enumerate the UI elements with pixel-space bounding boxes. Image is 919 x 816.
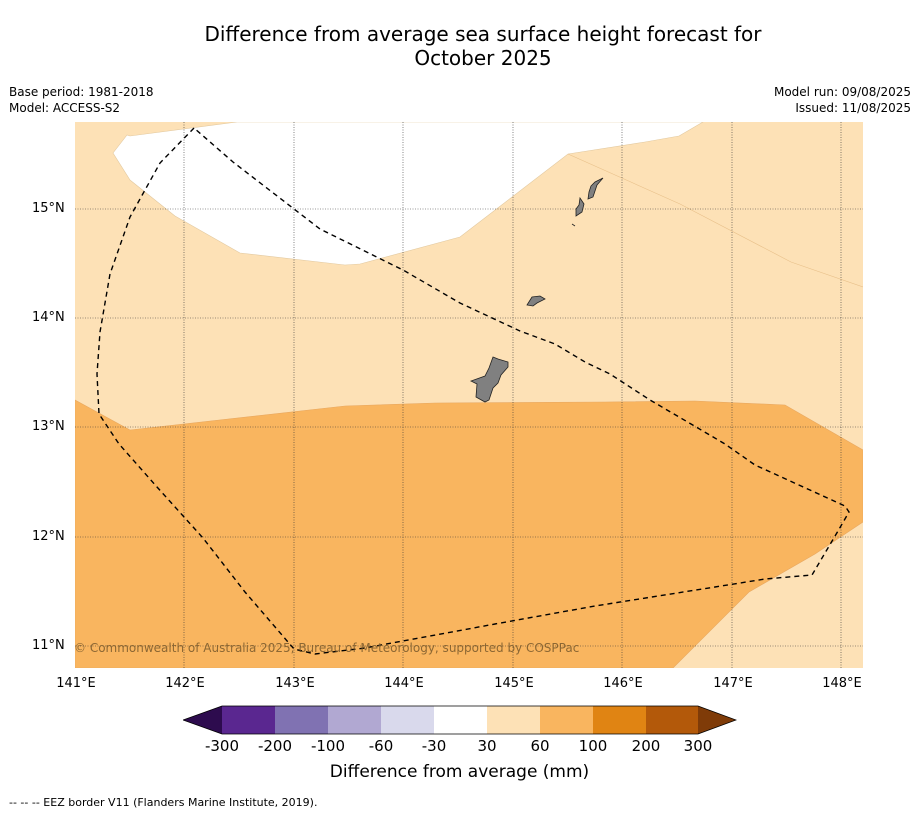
lon-label-141: 141°E	[56, 676, 96, 691]
colorbar-tick: 300	[683, 737, 713, 755]
islands	[469, 177, 604, 403]
colorbar-segment	[646, 706, 698, 734]
colorbar-tick: 60	[530, 737, 550, 755]
rota-island	[526, 295, 546, 307]
colorbar-segment	[487, 706, 540, 734]
region-white	[112, 122, 704, 266]
contour-line	[567, 153, 863, 288]
lon-label-145: 145°E	[494, 676, 534, 691]
saipan-island	[587, 177, 604, 200]
base-period-text: Base period: 1981-2018	[9, 85, 154, 99]
meta-left: Base period: 1981-2018 Model: ACCESS-S2	[9, 84, 154, 116]
colorbar-over	[698, 706, 736, 734]
title-line-2: October 2025	[414, 46, 552, 70]
colorbar-tick: -60	[368, 737, 394, 755]
colorbar-tick: -30	[421, 737, 447, 755]
colorbar-under	[183, 706, 222, 734]
title-line-1: Difference from average sea surface heig…	[204, 22, 762, 46]
region-mid-orange	[75, 399, 863, 668]
model-text: Model: ACCESS-S2	[9, 101, 121, 115]
colorbar-segment	[593, 706, 646, 734]
guam-island	[469, 356, 509, 403]
lon-label-143: 143°E	[275, 676, 315, 691]
lon-label-147: 147°E	[713, 676, 753, 691]
colorbar-segment	[328, 706, 381, 734]
colorbar-tick: 200	[631, 737, 661, 755]
colorbar-segment	[275, 706, 328, 734]
map-svg	[75, 122, 863, 668]
lat-label-13: 13°N	[32, 419, 65, 434]
colorbar-tick: 100	[578, 737, 608, 755]
colorbar-outline	[183, 705, 737, 735]
copyright-text: © Commonwealth of Australia 2025, Bureau…	[74, 641, 580, 655]
lon-label-142: 142°E	[165, 676, 205, 691]
colorbar-tick: -200	[257, 737, 293, 755]
graticule	[75, 122, 863, 668]
lat-label-14: 14°N	[32, 310, 65, 325]
colorbar-tick: 30	[477, 737, 497, 755]
colorbar-segment	[381, 706, 434, 734]
meta-right: Model run: 09/08/2025 Issued: 11/08/2025	[774, 84, 911, 116]
eez-footnote: -- -- -- EEZ border V11 (Flanders Marine…	[9, 796, 318, 809]
colorbar-label: Difference from average (mm)	[329, 762, 590, 782]
colorbar	[183, 705, 737, 735]
lon-label-146: 146°E	[603, 676, 643, 691]
issued-text: Issued: 11/08/2025	[795, 101, 911, 115]
colorbar-tick: -300	[204, 737, 240, 755]
map-area	[75, 122, 863, 668]
lon-label-144: 144°E	[384, 676, 424, 691]
lat-label-15: 15°N	[32, 201, 65, 216]
map-title: Difference from average sea surface heig…	[0, 22, 919, 70]
tinian-island	[575, 196, 585, 217]
lat-label-11: 11°N	[32, 638, 65, 653]
lon-label-148: 148°E	[822, 676, 862, 691]
colorbar-segment	[540, 706, 593, 734]
model-run-text: Model run: 09/08/2025	[773, 85, 911, 99]
eez-border	[96, 127, 850, 655]
colorbar-segment	[222, 706, 275, 734]
colorbar-segment	[434, 706, 487, 734]
colorbar-tick: -100	[310, 737, 346, 755]
aguijan-island	[571, 223, 576, 227]
lat-label-12: 12°N	[32, 529, 65, 544]
